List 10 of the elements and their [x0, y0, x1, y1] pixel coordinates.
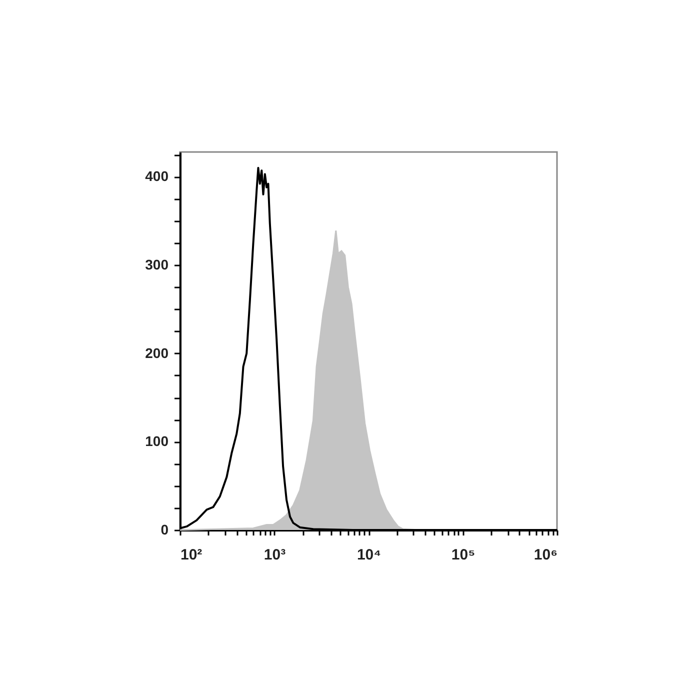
x-tick-label: 10²	[180, 546, 202, 564]
x-tick-label: 10⁶	[534, 546, 558, 564]
y-tick-label: 300	[145, 256, 169, 273]
y-tick-label: 200	[145, 344, 169, 361]
y-tick-label: 400	[145, 168, 169, 184]
y-tick-label: 0	[160, 522, 169, 538]
x-tick-label: 10³	[264, 546, 286, 564]
x-tick-label: 10⁵	[451, 546, 476, 564]
y-tick-label: 100	[145, 433, 169, 450]
x-tick-label: 10⁴	[356, 546, 382, 564]
